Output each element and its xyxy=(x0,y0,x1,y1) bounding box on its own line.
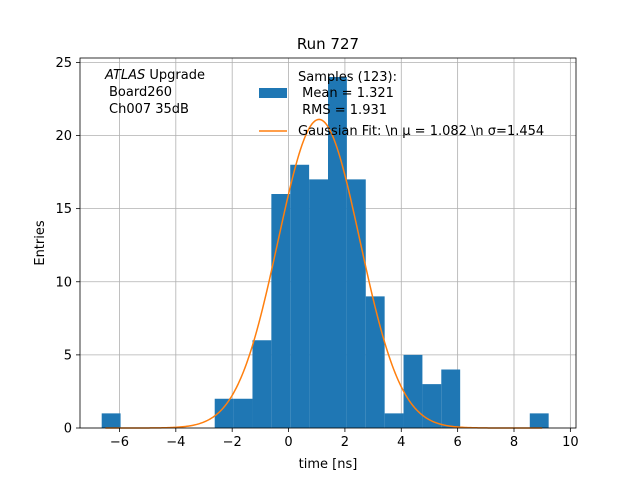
annotation-line-1: ATLAS Upgrade xyxy=(104,68,205,83)
x-tick-label: 2 xyxy=(341,435,349,450)
x-tick-label: −6 xyxy=(110,435,129,450)
x-axis-label: time [ns] xyxy=(299,457,358,472)
legend-samples-swatch xyxy=(259,88,287,98)
y-tick-label: 0 xyxy=(64,422,72,437)
legend: Samples (123): Mean = 1.321 RMS = 1.931 … xyxy=(259,70,544,139)
histogram-bar xyxy=(346,179,366,428)
legend-samples-line-2: Mean = 1.321 xyxy=(298,86,394,101)
x-tick-label: 0 xyxy=(284,435,292,450)
histogram-bar xyxy=(384,413,404,428)
annotation-atlas: ATLAS xyxy=(104,68,145,83)
atlas-annotation: ATLAS Upgrade Board260 Ch007 35dB xyxy=(104,68,205,117)
x-tick-label: 8 xyxy=(510,435,518,450)
y-tick-label: 20 xyxy=(55,129,72,144)
histogram-bars xyxy=(101,77,549,429)
histogram-bar xyxy=(309,179,328,428)
histogram-bar xyxy=(252,340,272,428)
annotation-channel: Ch007 35dB xyxy=(109,102,189,117)
y-axis-ticks: 0 5 10 15 20 25 xyxy=(55,56,80,437)
histogram-bar xyxy=(422,384,442,428)
chart-title: Run 727 xyxy=(297,35,359,53)
legend-samples-line-3: RMS = 1.931 xyxy=(298,103,387,118)
legend-fit-label: Gaussian Fit: \n μ = 1.082 \n σ=1.454 xyxy=(298,124,544,139)
x-tick-label: 10 xyxy=(562,435,579,450)
x-tick-label: 6 xyxy=(453,435,461,450)
x-tick-label: −4 xyxy=(166,435,185,450)
y-tick-label: 10 xyxy=(55,275,72,290)
y-tick-label: 25 xyxy=(55,56,72,71)
histogram-bar xyxy=(403,354,423,428)
x-axis-ticks: −6 −4 −2 0 2 4 6 8 10 xyxy=(110,428,579,450)
legend-samples-line-1: Samples (123): xyxy=(298,70,397,85)
annotation-upgrade: Upgrade xyxy=(145,68,205,83)
plot-frame xyxy=(79,57,577,429)
histogram-bar xyxy=(365,296,385,428)
x-tick-label: 4 xyxy=(397,435,405,450)
y-tick-label: 15 xyxy=(55,202,72,217)
histogram-bar xyxy=(101,413,121,428)
histogram-bar xyxy=(233,398,253,428)
y-axis-label: Entries xyxy=(33,220,48,266)
y-tick-label: 5 xyxy=(64,348,72,363)
histogram-bar xyxy=(529,413,549,428)
histogram-bar xyxy=(214,398,234,428)
histogram-bar xyxy=(290,164,310,428)
x-tick-label: −2 xyxy=(223,435,242,450)
histogram-bar xyxy=(441,369,461,428)
annotation-board: Board260 xyxy=(109,85,172,100)
